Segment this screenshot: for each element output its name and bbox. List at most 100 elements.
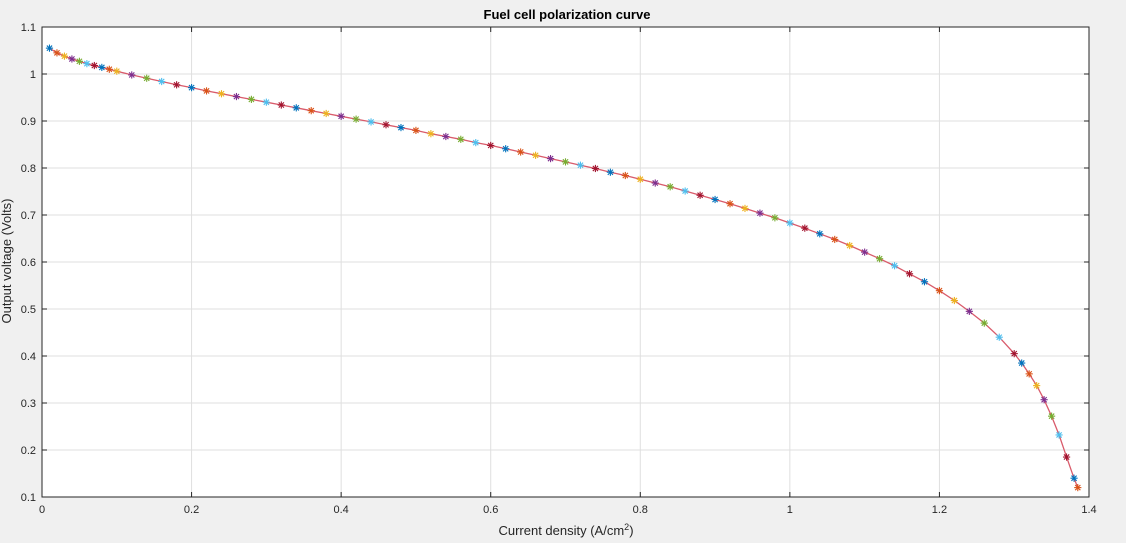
marker-stroke-d2 (128, 71, 135, 78)
data-point-marker (1055, 431, 1063, 439)
marker-stroke-d2 (712, 196, 719, 203)
data-point-marker (801, 224, 809, 232)
data-point-marker (591, 164, 600, 173)
data-point-marker (322, 109, 330, 118)
data-point-marker (636, 175, 644, 183)
marker-stroke-d2 (816, 230, 823, 237)
x-tick-label: 1.2 (932, 504, 947, 516)
marker-stroke-d2 (1011, 350, 1018, 357)
marker-stroke-d2 (412, 127, 419, 134)
data-point-marker (861, 248, 869, 256)
marker-stroke-d2 (831, 236, 838, 243)
data-point-marker (696, 191, 704, 199)
data-point-marker (397, 123, 405, 132)
marker-stroke-d2 (188, 84, 195, 91)
data-point-marker (90, 61, 98, 70)
data-point-marker (576, 161, 585, 169)
marker-stroke-d2 (682, 188, 689, 195)
marker-stroke-d2 (532, 152, 539, 159)
y-tick-label: 0.8 (21, 163, 36, 175)
marker-stroke-d2 (323, 110, 330, 117)
data-point-marker (756, 209, 764, 217)
marker-stroke-d2 (517, 149, 524, 156)
data-point-marker (905, 270, 914, 278)
data-point-marker (726, 200, 734, 208)
data-point-marker (965, 307, 973, 315)
markers (45, 44, 1082, 492)
marker-stroke-d2 (83, 60, 90, 67)
x-tick-label: 0 (39, 504, 45, 516)
y-tick-label: 0.1 (21, 492, 36, 504)
marker-stroke-d2 (951, 297, 958, 304)
x-tick-label: 0.4 (333, 504, 348, 516)
marker-stroke-d2 (233, 93, 240, 100)
marker-stroke-d2 (1018, 360, 1025, 367)
data-point-marker (307, 107, 315, 115)
data-point-marker (1048, 412, 1056, 420)
marker-stroke-d2 (1026, 370, 1033, 377)
marker-stroke-d2 (383, 121, 390, 128)
data-point-marker (561, 158, 570, 166)
marker-stroke-d2 (368, 118, 375, 125)
data-point-marker (262, 98, 270, 106)
marker-stroke-d2 (786, 220, 793, 226)
x-axis-title-main: Current density (A/cm (498, 523, 624, 538)
marker-stroke-d2 (442, 133, 449, 140)
marker-stroke-d2 (53, 49, 60, 56)
marker-stroke-d2 (771, 214, 778, 221)
marker-stroke-d2 (1048, 413, 1055, 420)
data-point-marker (1040, 396, 1048, 404)
data-point-marker (217, 90, 226, 98)
x-axis-title-superscript: 2 (624, 522, 629, 532)
marker-stroke-d2 (98, 64, 105, 71)
data-point-marker (128, 71, 136, 79)
data-point-marker (651, 179, 659, 187)
marker-stroke-d2 (106, 66, 113, 73)
data-point-marker (786, 219, 794, 227)
data-point-marker (711, 195, 719, 204)
data-point-marker (337, 112, 345, 120)
data-point-marker (846, 241, 854, 250)
marker-stroke-d2 (91, 62, 98, 69)
marker-stroke-d2 (68, 55, 75, 62)
x-tick-label: 0.8 (633, 504, 648, 516)
x-tick-label: 1 (787, 504, 793, 516)
data-point-marker (412, 126, 420, 134)
marker-stroke-d2 (756, 210, 763, 217)
data-point-marker (531, 151, 540, 159)
data-point-marker (105, 65, 113, 73)
marker-stroke-d2 (637, 176, 644, 183)
data-point-marker (995, 333, 1003, 341)
data-point-marker (876, 255, 884, 263)
data-point-marker (606, 168, 614, 176)
data-point-marker (771, 214, 779, 222)
marker-stroke-d2 (921, 278, 928, 285)
x-tick-label: 0.6 (483, 504, 498, 516)
data-point-marker (277, 101, 285, 109)
data-point-marker (1062, 453, 1071, 461)
data-point-marker (60, 52, 69, 60)
data-point-marker (45, 44, 54, 52)
marker-stroke-d2 (1041, 396, 1048, 403)
marker-stroke-d2 (203, 87, 210, 94)
chart-title: Fuel cell polarization curve (484, 7, 651, 22)
data-point-marker (158, 77, 166, 86)
data-point-marker (1025, 370, 1033, 378)
data-point-marker (1074, 484, 1082, 492)
y-tick-label: 1 (30, 69, 36, 81)
marker-stroke-d2 (697, 192, 704, 199)
marker-stroke-d2 (472, 139, 479, 146)
marker-stroke-d2 (607, 169, 614, 176)
y-tick-label: 0.6 (21, 257, 36, 269)
marker-stroke-d2 (727, 200, 734, 207)
data-point-marker (487, 141, 495, 150)
marker-stroke-d2 (966, 308, 973, 315)
data-point-marker (1010, 350, 1018, 358)
marker-stroke-d2 (846, 242, 853, 249)
marker-stroke-d2 (143, 75, 150, 82)
data-point-marker (427, 130, 435, 138)
marker-stroke-d2 (46, 45, 53, 52)
x-tick-label: 0.2 (184, 504, 199, 516)
